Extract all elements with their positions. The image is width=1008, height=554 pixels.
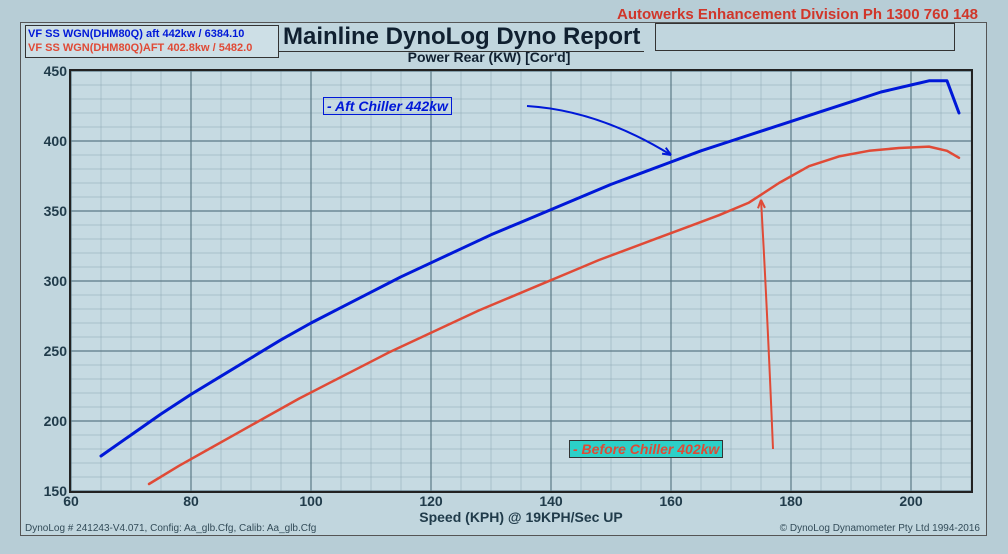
x-tick-label: 160 xyxy=(659,491,682,509)
title-empty-box xyxy=(655,23,955,51)
y-tick-label: 200 xyxy=(44,413,71,429)
header-company: Autowerks Enhancement Division Ph 1300 7… xyxy=(617,6,978,23)
chart-annotation: - Aft Chiller 442kw xyxy=(323,97,452,115)
legend-item-1: VF SS WGN(DHM80Q) aft 442kw / 6384.10 xyxy=(28,27,276,41)
x-tick-label: 200 xyxy=(899,491,922,509)
dyno-chart: Speed (KPH) @ 19KPH/Sec UP 1502002503003… xyxy=(69,69,973,493)
title-area: Mainline DynoLog Dyno Report Power Rear … xyxy=(279,23,979,61)
legend-item-2: VF SS WGN(DHM80Q)AFT 402.8kw / 5482.0 xyxy=(28,41,276,55)
x-tick-label: 120 xyxy=(419,491,442,509)
y-tick-label: 250 xyxy=(44,343,71,359)
x-tick-label: 100 xyxy=(299,491,322,509)
report-title: Mainline DynoLog Dyno Report xyxy=(279,23,644,52)
y-tick-label: 400 xyxy=(44,133,71,149)
y-tick-label: 350 xyxy=(44,203,71,219)
x-tick-label: 60 xyxy=(63,491,79,509)
y-tick-label: 300 xyxy=(44,273,71,289)
x-tick-label: 180 xyxy=(779,491,802,509)
page: Autowerks Enhancement Division Ph 1300 7… xyxy=(0,0,1008,554)
footer-config-text: DynoLog # 241243-V4.071, Config: Aa_glb.… xyxy=(25,523,316,534)
chart-annotation: - Before Chiller 402kw xyxy=(569,440,723,458)
legend-box: VF SS WGN(DHM80Q) aft 442kw / 6384.10 VF… xyxy=(25,25,279,58)
y-tick-label: 450 xyxy=(44,63,71,79)
x-tick-label: 140 xyxy=(539,491,562,509)
report-subtitle: Power Rear (KW) [Cor'd] xyxy=(279,49,699,65)
x-tick-label: 80 xyxy=(183,491,199,509)
footer-copyright: © DynoLog Dynamometer Pty Ltd 1994-2016 xyxy=(780,523,980,534)
report-frame: VF SS WGN(DHM80Q) aft 442kw / 6384.10 VF… xyxy=(20,22,987,536)
